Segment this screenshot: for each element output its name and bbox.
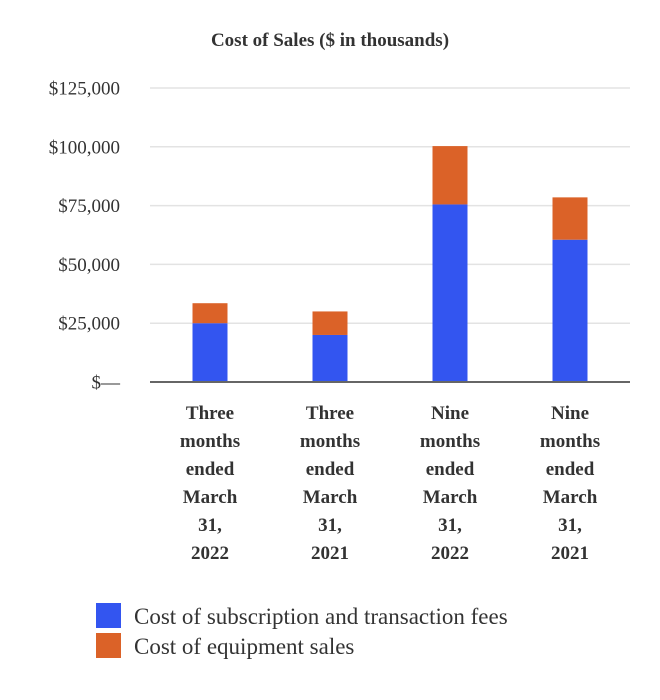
- bar-subscription-fees-3: [432, 204, 468, 382]
- y-tick-label: $—: [92, 373, 122, 394]
- legend-label-1: Cost of subscription and transaction fee…: [134, 604, 508, 629]
- y-tick-label: $75,000: [58, 196, 120, 217]
- legend-swatch-1: [96, 603, 121, 628]
- bar-subscription-fees-1: [192, 323, 228, 382]
- x-tick-label-2: Three months ended March 31, 2021: [300, 403, 360, 564]
- bar-subscription-fees-2: [312, 334, 348, 382]
- legend-swatch-2: [96, 633, 121, 658]
- chart-title: Cost of Sales ($ in thousands): [211, 30, 449, 51]
- bars: [192, 146, 588, 382]
- y-tick-label: $100,000: [49, 137, 120, 158]
- x-tick-label-1: Three months ended March 31, 2022: [180, 403, 240, 564]
- legend-label-2: Cost of equipment sales: [134, 634, 354, 659]
- x-axis-tick-labels: Three months ended March 31, 2022 Three months e…: [180, 403, 600, 564]
- legend: Cost of subscription and transaction fee…: [96, 603, 508, 659]
- bar-subscription-fees-4: [552, 239, 588, 382]
- y-tick-label: $25,000: [58, 314, 120, 335]
- bar-equipment-sales-2: [312, 311, 348, 335]
- bar-equipment-sales-3: [432, 146, 468, 205]
- bar-equipment-sales-4: [552, 197, 588, 240]
- x-tick-label-3: Nine months ended March 31, 2022: [420, 403, 480, 564]
- y-axis-tick-labels: $— $25,000 $50,000 $75,000 $100,000 $125,000: [49, 79, 121, 394]
- x-tick-label-4: Nine months ended March 31, 2021: [540, 403, 600, 564]
- y-tick-label: $50,000: [58, 255, 120, 276]
- gridlines: [150, 87, 630, 324]
- y-tick-label: $125,000: [49, 79, 120, 100]
- bar-equipment-sales-1: [192, 303, 228, 324]
